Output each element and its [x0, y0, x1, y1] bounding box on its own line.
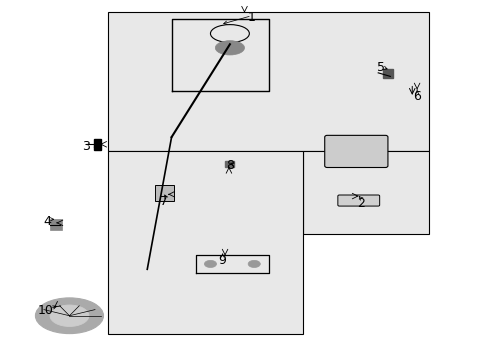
FancyBboxPatch shape	[324, 135, 387, 167]
Text: 10: 10	[37, 304, 53, 317]
FancyBboxPatch shape	[302, 152, 428, 234]
Text: 4: 4	[43, 215, 51, 228]
Text: 7: 7	[160, 195, 168, 208]
Ellipse shape	[35, 298, 103, 334]
Ellipse shape	[204, 260, 216, 267]
Text: 6: 6	[412, 90, 420, 103]
Text: 9: 9	[218, 254, 226, 267]
Ellipse shape	[50, 305, 89, 327]
Bar	[94, 139, 101, 150]
Bar	[224, 161, 233, 167]
Text: 8: 8	[225, 159, 233, 172]
Text: 2: 2	[357, 197, 365, 210]
FancyBboxPatch shape	[154, 185, 174, 202]
Text: 3: 3	[82, 140, 90, 153]
Text: 1: 1	[247, 11, 255, 24]
Ellipse shape	[247, 260, 260, 267]
FancyBboxPatch shape	[108, 152, 302, 334]
FancyBboxPatch shape	[108, 12, 428, 152]
Bar	[50, 219, 62, 230]
Ellipse shape	[215, 41, 244, 55]
FancyBboxPatch shape	[337, 195, 379, 206]
Text: 5: 5	[376, 61, 384, 74]
Bar	[382, 69, 392, 78]
